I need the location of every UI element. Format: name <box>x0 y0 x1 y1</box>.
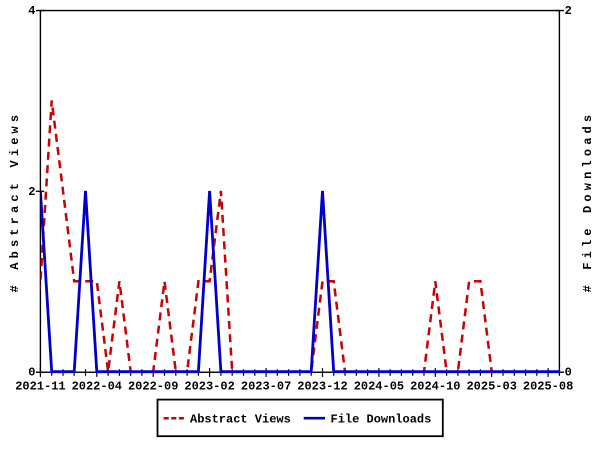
svg-text:# Abstract Views: # Abstract Views <box>8 111 22 293</box>
svg-text:2: 2 <box>565 4 572 18</box>
svg-text:2: 2 <box>28 185 35 199</box>
svg-text:2024-10: 2024-10 <box>410 379 460 393</box>
svg-text:2021-11: 2021-11 <box>15 379 65 393</box>
svg-text:0: 0 <box>565 366 572 380</box>
svg-text:Abstract Views: Abstract Views <box>190 412 291 426</box>
svg-text:4: 4 <box>28 4 35 18</box>
svg-text:0: 0 <box>28 366 35 380</box>
svg-text:# File Downloads: # File Downloads <box>581 111 595 293</box>
svg-text:2025-03: 2025-03 <box>466 379 516 393</box>
svg-text:2023-07: 2023-07 <box>241 379 291 393</box>
svg-text:2023-02: 2023-02 <box>184 379 234 393</box>
svg-text:2024-05: 2024-05 <box>354 379 404 393</box>
svg-text:2022-09: 2022-09 <box>128 379 178 393</box>
svg-text:2025-08: 2025-08 <box>523 379 573 393</box>
svg-text:2022-04: 2022-04 <box>72 379 122 393</box>
svg-text:2023-12: 2023-12 <box>297 379 347 393</box>
svg-text:File Downloads: File Downloads <box>331 412 432 426</box>
